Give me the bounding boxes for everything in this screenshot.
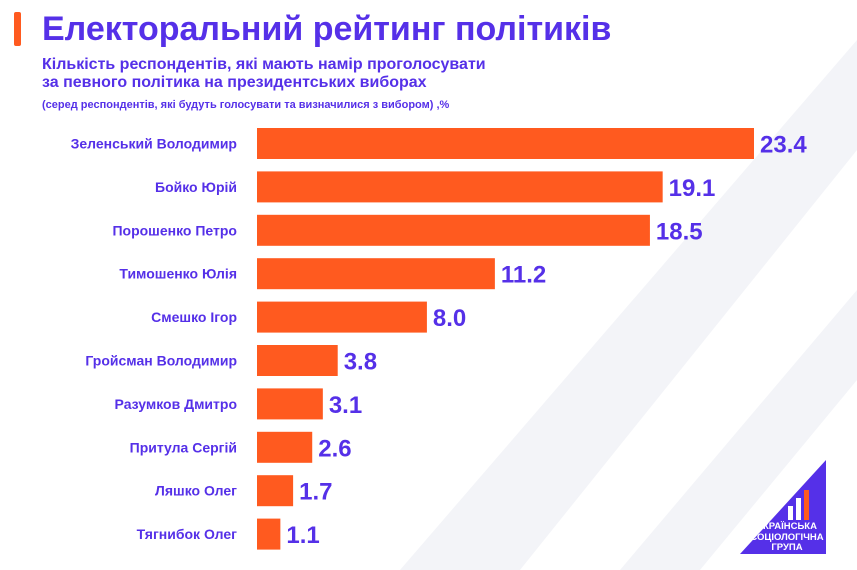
value-label-3: 18.5 (656, 218, 703, 245)
subtitle-line-1: Кількість респондентів, які мають намір … (42, 56, 486, 73)
bar-1 (257, 128, 754, 159)
logo-bar-icon-3 (804, 490, 809, 520)
category-label-4: Тимошенко Юлія (119, 266, 237, 282)
value-label-5: 8.0 (433, 305, 466, 332)
value-label-2: 19.1 (669, 175, 716, 202)
bar-10 (257, 518, 281, 550)
logo-bar-icon-2 (796, 498, 801, 520)
value-label-7: 3.1 (329, 392, 362, 419)
category-label-7: Разумков Дмитро (115, 396, 237, 412)
category-label-5: Смешко Ігор (151, 309, 237, 325)
category-label-6: Гройсман Володимир (85, 353, 237, 369)
chart-title: Електоральний рейтинг політиків (42, 10, 612, 48)
bar-4 (257, 258, 495, 290)
bar-3 (257, 214, 650, 246)
value-label-6: 3.8 (344, 349, 377, 376)
category-label-9: Ляшко Олег (155, 483, 237, 499)
chart-subtitle: Кількість респондентів, які мають намір … (42, 56, 486, 92)
category-label-3: Порошенко Петро (112, 222, 237, 238)
category-label-2: Бойко Юрій (155, 179, 237, 195)
category-label-10: Тягнибок Олег (137, 526, 238, 542)
bar-2 (257, 171, 663, 203)
bar-9 (257, 475, 294, 507)
subtitle-line-2: за певного політика на президентських ви… (42, 74, 427, 91)
bar-7 (257, 388, 323, 420)
value-label-8: 2.6 (318, 435, 351, 462)
background-diagonal-band-2 (620, 290, 857, 570)
logo-text-line-1: УКРАЇНСЬКА (757, 521, 817, 532)
logo-text-line-3: ГРУПА (771, 542, 803, 553)
value-label-9: 1.7 (299, 479, 332, 506)
category-label-1: Зеленський Володимир (71, 136, 237, 152)
value-label-10: 1.1 (286, 522, 319, 549)
category-label-8: Притула Сергій (130, 439, 237, 455)
background-diagonal-band (400, 40, 857, 570)
logo-triangle-icon (740, 460, 826, 554)
chart-note: (серед респондентів, які будуть голосува… (42, 99, 450, 111)
logo-text-line-2: СОЦІОЛОГІЧНА (750, 531, 824, 543)
value-label-4: 11.2 (501, 262, 546, 289)
logo-bar-icon-1 (788, 506, 793, 520)
bar-5 (257, 301, 427, 333)
bar-8 (257, 431, 313, 463)
ukrainian-sociological-group-logo (740, 460, 826, 554)
title-accent-bar (14, 12, 21, 46)
value-label-1: 23.4 (760, 132, 807, 159)
bar-6 (257, 345, 338, 376)
logo-text: УКРАЇНСЬКА СОЦІОЛОГІЧНА ГРУПА (744, 521, 830, 554)
